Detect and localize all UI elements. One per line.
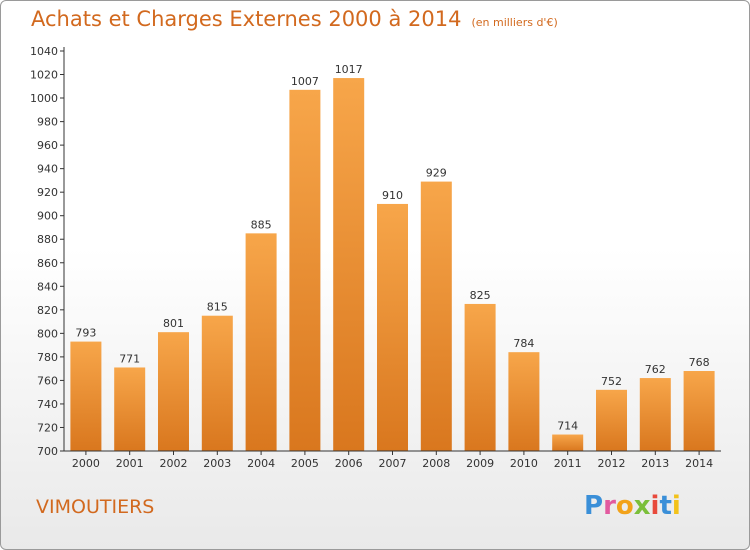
y-tick-label: 780 <box>37 351 58 364</box>
y-tick-label: 1040 <box>30 45 58 58</box>
y-tick-label: 800 <box>37 327 58 340</box>
data-label: 762 <box>645 363 666 376</box>
x-tick-label: 2013 <box>641 457 669 470</box>
y-tick-label: 700 <box>37 445 58 458</box>
y-tick-label: 860 <box>37 257 58 270</box>
x-tick-label: 2009 <box>466 457 494 470</box>
x-tick-label: 2006 <box>335 457 363 470</box>
title-main: Achats et Charges Externes 2000 à 2014 <box>31 7 462 31</box>
x-tick-label: 2012 <box>598 457 626 470</box>
bar <box>552 434 584 451</box>
bar <box>245 233 277 451</box>
y-tick-label: 960 <box>37 139 58 152</box>
bar <box>333 78 365 451</box>
bar <box>508 352 540 451</box>
bar <box>596 389 627 451</box>
bar <box>464 303 496 451</box>
y-tick-label: 940 <box>37 163 58 176</box>
x-tick-label: 2002 <box>160 457 188 470</box>
town-name: VIMOUTIERS <box>36 496 155 518</box>
data-label: 815 <box>207 301 228 314</box>
data-label: 784 <box>513 337 534 350</box>
y-tick-label: 820 <box>37 304 58 317</box>
bar <box>158 332 189 451</box>
y-tick-label: 920 <box>37 186 58 199</box>
y-tick-label: 720 <box>37 421 58 434</box>
data-label: 752 <box>601 375 622 388</box>
bar <box>70 341 102 451</box>
data-label: 793 <box>75 327 96 340</box>
x-tick-label: 2005 <box>291 457 319 470</box>
data-label: 714 <box>557 420 578 433</box>
y-tick-label: 760 <box>37 374 58 387</box>
y-tick-label: 740 <box>37 398 58 411</box>
chart-title: Achats et Charges Externes 2000 à 2014 (e… <box>31 7 558 31</box>
y-tick-label: 1000 <box>30 92 58 105</box>
data-label: 1017 <box>335 63 363 76</box>
proxiti-logo: Proxiti <box>584 491 681 521</box>
bar <box>420 181 452 451</box>
data-label: 768 <box>689 356 710 369</box>
y-tick-label: 980 <box>37 116 58 129</box>
x-tick-label: 2004 <box>247 457 275 470</box>
data-label: 771 <box>119 352 140 365</box>
y-tick-label: 840 <box>37 280 58 293</box>
y-tick-label: 900 <box>37 210 58 223</box>
bar <box>683 371 715 451</box>
data-label: 929 <box>426 167 447 180</box>
bar <box>289 89 321 451</box>
bar <box>114 367 146 451</box>
data-label: 910 <box>382 189 403 202</box>
x-tick-label: 2007 <box>379 457 407 470</box>
bar <box>201 315 233 451</box>
x-tick-label: 2000 <box>72 457 100 470</box>
data-label: 885 <box>251 218 272 231</box>
y-tick-label: 1020 <box>30 69 58 82</box>
bar <box>377 203 408 451</box>
x-tick-label: 2010 <box>510 457 538 470</box>
data-label: 1007 <box>291 75 319 88</box>
bar <box>639 378 671 451</box>
x-tick-label: 2003 <box>203 457 231 470</box>
x-tick-label: 2001 <box>116 457 144 470</box>
y-tick-label: 880 <box>37 233 58 246</box>
title-unit: (en milliers d'€) <box>471 16 558 29</box>
x-tick-label: 2008 <box>422 457 450 470</box>
x-tick-label: 2011 <box>554 457 582 470</box>
data-label: 825 <box>470 289 491 302</box>
data-label: 801 <box>163 317 184 330</box>
x-tick-label: 2014 <box>685 457 713 470</box>
